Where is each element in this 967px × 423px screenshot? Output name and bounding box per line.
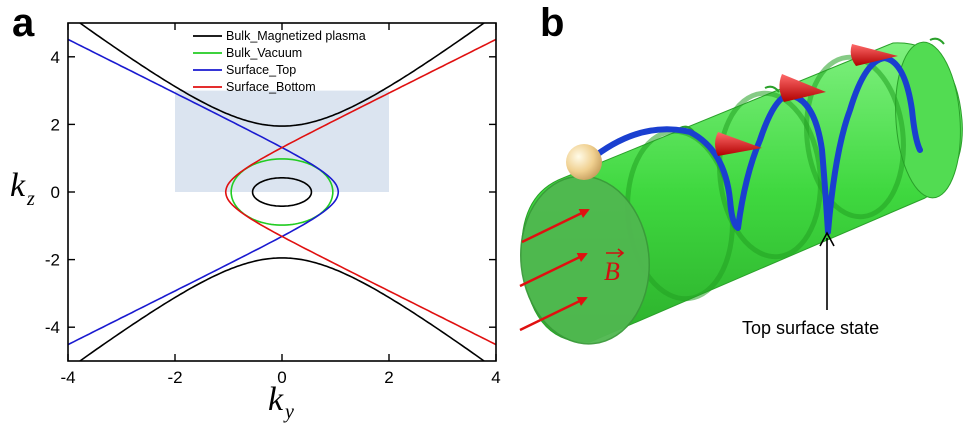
cylinder-illustration: B Top surface state: [519, 37, 963, 345]
x-axis-title-sub: y: [283, 401, 294, 423]
x-tick-label: -2: [167, 368, 182, 387]
legend-label: Surface_Bottom: [226, 80, 316, 94]
y-tick-label: 0: [51, 183, 60, 202]
field-arrow-3: [519, 296, 588, 332]
vector-arrow-accent: [606, 248, 625, 258]
cone-arrow-1: [715, 132, 762, 156]
series-surface-bottom: [224, 38, 496, 346]
y-axis-title-sub: z: [26, 188, 35, 210]
surface-bumps: [679, 37, 945, 133]
magnetic-field-label: B: [604, 257, 620, 286]
legend: Bulk_Magnetized plasma Bulk_Vacuum Surface…: [193, 29, 366, 94]
inner-ring-2: [717, 90, 823, 260]
annotation-pointer-head: [819, 231, 835, 247]
series-bulk-magnetized-upper: [78, 23, 486, 127]
x-axis-title: k y: [268, 381, 294, 423]
cone-arrow-2: [779, 74, 826, 102]
x-tick-label: 4: [491, 368, 500, 387]
series-bulk-magnetized-lower: [78, 257, 486, 361]
y-axis-title-main: k: [10, 167, 26, 204]
x-tick-label: 2: [384, 368, 393, 387]
top-surface-state-label: Top surface state: [742, 318, 879, 338]
x-tick-label: 0: [277, 368, 286, 387]
particle-sphere: [566, 144, 602, 180]
legend-label: Bulk_Magnetized plasma: [226, 29, 366, 43]
y-tick-label: -4: [45, 318, 60, 337]
field-arrow-1: [521, 208, 590, 244]
x-tick-label: -4: [60, 368, 75, 387]
cylinder-far-cap: [895, 41, 961, 199]
panel-a-letter: a: [12, 1, 35, 45]
field-arrow-2: [519, 252, 588, 288]
y-tick-label: -2: [45, 251, 60, 270]
legend-label: Surface_Top: [226, 63, 296, 77]
cone-arrow-3: [850, 44, 898, 66]
series-surface-top: [68, 38, 340, 346]
shaded-region: [175, 90, 389, 192]
series-bulk-vacuum: [230, 158, 334, 226]
series-bulk-magnetized-ellipse: [251, 177, 313, 207]
legend-label: Bulk_Vacuum: [226, 46, 302, 60]
inner-ring-3: [804, 54, 906, 220]
x-axis-title-main: k: [268, 381, 284, 418]
y-tick-label: 2: [51, 115, 60, 134]
y-axis-title: k z: [10, 167, 35, 210]
y-tick-label: 4: [51, 48, 60, 67]
panel-b-letter: b: [540, 1, 564, 45]
